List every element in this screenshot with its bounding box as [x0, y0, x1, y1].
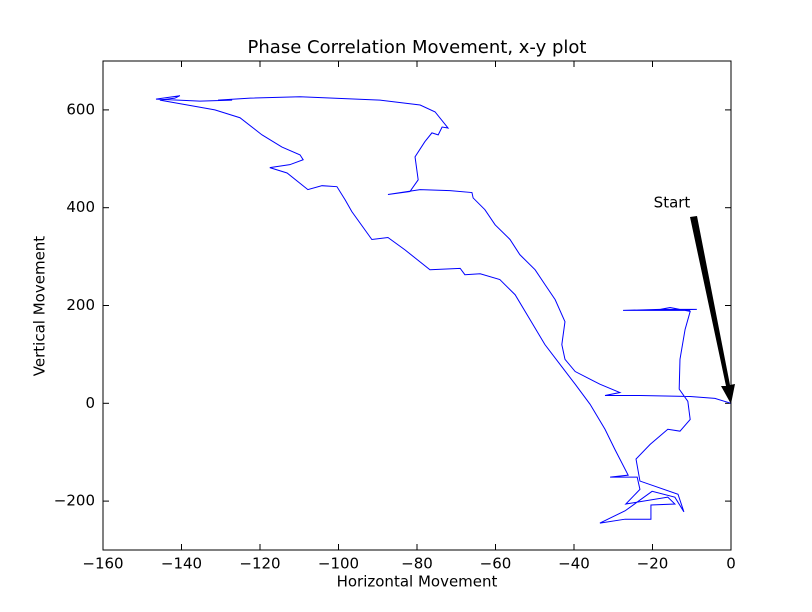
- y-tick-label: −200: [54, 492, 95, 510]
- x-tick-label: −100: [318, 555, 359, 573]
- y-tick-label: 600: [66, 100, 95, 118]
- chart-title: Phase Correlation Movement, x-y plot: [248, 37, 587, 58]
- x-tick-label: 0: [726, 555, 736, 573]
- plot-frame: [102, 60, 732, 551]
- y-tick-label: 200: [66, 296, 95, 314]
- x-tick-label: −60: [480, 555, 512, 573]
- x-tick-label: −160: [82, 555, 123, 573]
- x-tick-label: −140: [161, 555, 202, 573]
- x-tick-label: −120: [239, 555, 280, 573]
- y-tick-label: 400: [66, 198, 95, 216]
- annotation-text: Start: [654, 194, 691, 212]
- y-tick-label: 0: [85, 394, 95, 412]
- x-tick-label: −40: [558, 555, 590, 573]
- x-tick-label: −20: [637, 555, 669, 573]
- annotation-arrow: [690, 216, 735, 404]
- x-tick-label: −80: [401, 555, 433, 573]
- data-line: [155, 95, 732, 524]
- x-axis-label: Horizontal Movement: [337, 573, 498, 591]
- y-axis-label: Vertical Movement: [31, 236, 49, 376]
